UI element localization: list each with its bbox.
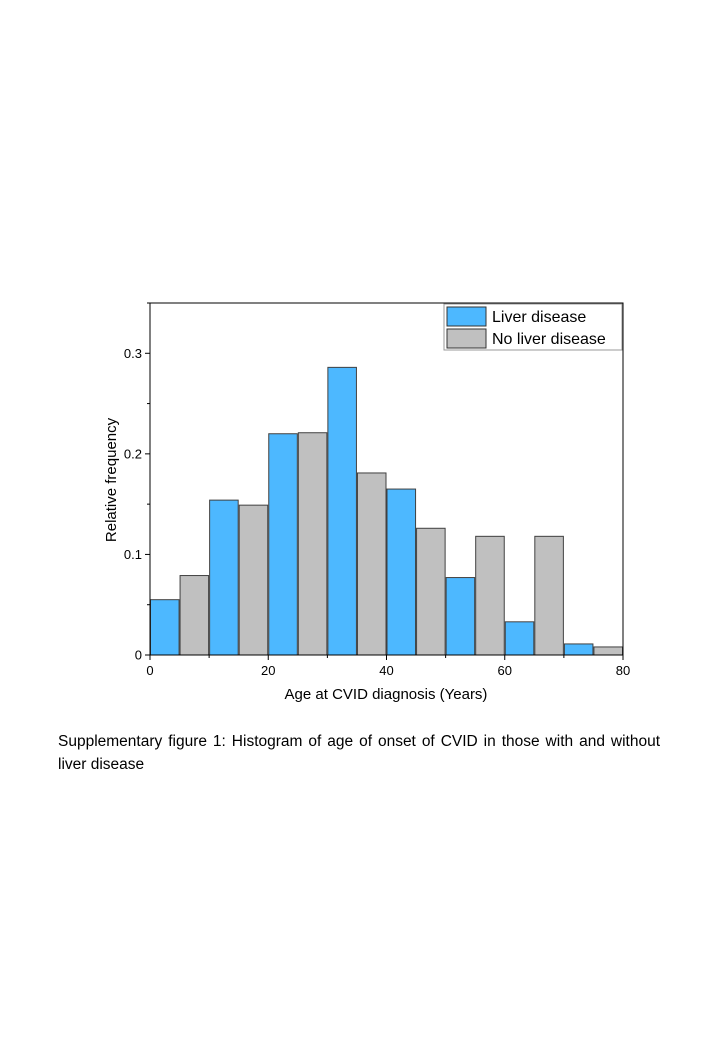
bars-layer xyxy=(150,366,623,656)
bar-liver-disease-60-70 xyxy=(504,621,535,656)
bar-liver-disease-30-40 xyxy=(327,366,357,656)
legend-label-no-liver-disease: No liver disease xyxy=(492,331,606,348)
bar-no-liver-disease-10-20 xyxy=(238,504,269,656)
x-tick-label: 80 xyxy=(616,663,630,678)
bar-liver-disease-40-50 xyxy=(386,488,417,656)
bar-no-liver-disease-60-70 xyxy=(534,535,564,656)
x-tick-label: 60 xyxy=(498,663,512,678)
legend: Liver disease No liver disease xyxy=(443,303,623,351)
bar-no-liver-disease-70-80 xyxy=(593,646,623,656)
x-axis-title: Age at CVID diagnosis (Years) xyxy=(285,686,488,703)
legend-swatch-liver-disease xyxy=(446,306,487,327)
x-tick-label: 40 xyxy=(379,663,393,678)
y-tick-label: 0.1 xyxy=(124,547,142,562)
bar-liver-disease-70-80 xyxy=(563,643,594,656)
bar-liver-disease-10-20 xyxy=(209,499,239,656)
y-tick-label: 0.3 xyxy=(124,346,142,361)
bar-no-liver-disease-50-60 xyxy=(475,535,505,656)
x-tick-label: 20 xyxy=(261,663,275,678)
bar-no-liver-disease-0-10 xyxy=(179,575,210,656)
y-axis-title: Relative frequency xyxy=(103,417,120,542)
y-tick-label: 0 xyxy=(135,648,142,663)
axis-ticks: 0 20 40 60 80 0 0.1 0.2 0.3 xyxy=(124,302,630,678)
y-tick-label: 0.2 xyxy=(124,446,142,461)
figure-caption: Supplementary figure 1: Histogram of age… xyxy=(58,733,660,773)
bar-liver-disease-20-30 xyxy=(268,433,298,656)
bar-no-liver-disease-40-50 xyxy=(416,527,446,656)
bar-no-liver-disease-20-30 xyxy=(297,432,328,656)
legend-swatch-no-liver-disease xyxy=(446,328,487,349)
x-tick-label: 0 xyxy=(146,663,153,678)
bar-liver-disease-50-60 xyxy=(445,577,476,656)
legend-label-liver-disease: Liver disease xyxy=(492,309,586,326)
bar-no-liver-disease-30-40 xyxy=(356,472,387,656)
bar-liver-disease-0-10 xyxy=(150,599,180,656)
